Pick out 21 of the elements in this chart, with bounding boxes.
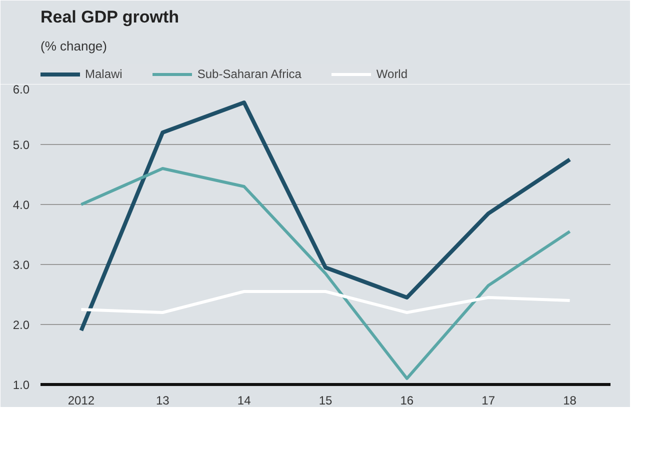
x-tick-label: 17 bbox=[482, 394, 496, 408]
legend-label: Sub-Saharan Africa bbox=[197, 67, 302, 81]
chart-subtitle: (% change) bbox=[40, 38, 107, 54]
y-tick-label: 3.0 bbox=[12, 258, 30, 272]
y-tick-label: 4.0 bbox=[12, 198, 30, 212]
x-tick-label: 14 bbox=[237, 394, 252, 408]
line-series bbox=[80, 167, 572, 380]
y-tick-label: 2.0 bbox=[12, 318, 30, 332]
chart-title: Real GDP growth bbox=[40, 8, 180, 26]
x-tick-label: 15 bbox=[318, 394, 332, 408]
y-tick-label: 1.0 bbox=[12, 378, 30, 392]
y-tick-label: 6.0 bbox=[12, 82, 30, 96]
line-series bbox=[80, 290, 572, 314]
line-series bbox=[79, 100, 572, 332]
x-tick-label: 13 bbox=[156, 394, 170, 408]
x-tick-label: 2012 bbox=[68, 394, 95, 408]
y-tick-label: 5.0 bbox=[12, 138, 30, 152]
legend-label: Malawi bbox=[85, 67, 122, 81]
x-tick-label: 16 bbox=[400, 394, 414, 408]
legend-label: World bbox=[376, 67, 408, 81]
x-tick-label: 18 bbox=[563, 394, 577, 408]
